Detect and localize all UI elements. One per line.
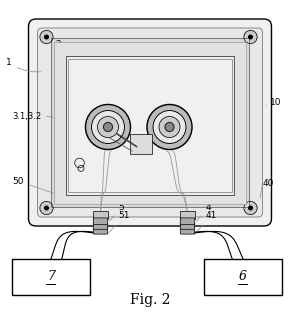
Bar bbox=[130, 134, 152, 154]
Text: 10: 10 bbox=[270, 99, 281, 107]
Circle shape bbox=[159, 117, 180, 138]
Circle shape bbox=[98, 117, 118, 138]
FancyBboxPatch shape bbox=[38, 28, 262, 217]
Text: 7: 7 bbox=[47, 270, 55, 283]
Bar bbox=[51, 38, 249, 206]
Text: 3.1,3.2: 3.1,3.2 bbox=[12, 112, 87, 125]
Text: 40: 40 bbox=[262, 179, 274, 189]
Circle shape bbox=[249, 35, 252, 39]
Circle shape bbox=[244, 30, 257, 44]
Circle shape bbox=[103, 122, 112, 132]
Text: 4: 4 bbox=[197, 203, 211, 221]
Bar bbox=[54, 42, 246, 204]
Circle shape bbox=[45, 206, 48, 210]
Text: 6: 6 bbox=[239, 270, 247, 283]
Text: Fig. 2: Fig. 2 bbox=[130, 293, 170, 307]
Circle shape bbox=[249, 206, 252, 210]
Circle shape bbox=[244, 201, 257, 215]
Text: 51: 51 bbox=[108, 211, 130, 233]
FancyBboxPatch shape bbox=[180, 218, 195, 224]
Circle shape bbox=[92, 111, 124, 144]
FancyBboxPatch shape bbox=[180, 228, 195, 234]
FancyBboxPatch shape bbox=[93, 228, 108, 234]
Bar bbox=[66, 56, 234, 195]
Text: 50: 50 bbox=[13, 177, 63, 197]
Text: 1: 1 bbox=[6, 58, 41, 72]
Text: 5: 5 bbox=[110, 203, 124, 221]
Circle shape bbox=[165, 122, 174, 132]
Circle shape bbox=[40, 201, 53, 215]
Bar bbox=[68, 59, 232, 192]
Bar bbox=[12, 259, 90, 295]
Bar bbox=[93, 211, 108, 218]
Circle shape bbox=[40, 30, 53, 44]
Text: 41: 41 bbox=[195, 211, 217, 233]
Circle shape bbox=[153, 111, 186, 144]
Bar bbox=[180, 211, 195, 218]
FancyBboxPatch shape bbox=[180, 223, 195, 229]
Bar bbox=[204, 259, 282, 295]
Text: 2: 2 bbox=[56, 40, 74, 54]
Circle shape bbox=[147, 105, 192, 150]
FancyBboxPatch shape bbox=[28, 19, 272, 226]
Circle shape bbox=[45, 35, 48, 39]
Circle shape bbox=[85, 105, 130, 150]
FancyBboxPatch shape bbox=[93, 218, 108, 224]
FancyBboxPatch shape bbox=[93, 223, 108, 229]
